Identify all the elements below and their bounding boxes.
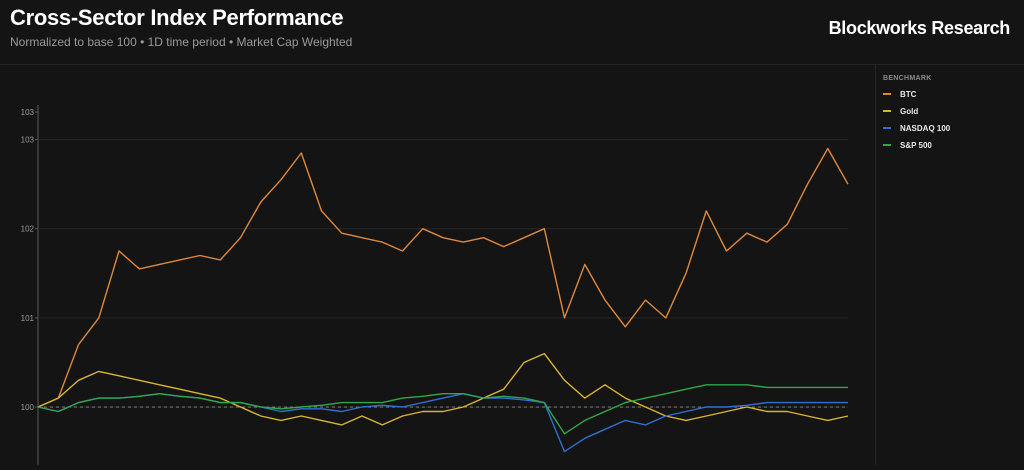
legend-title: BENCHMARK bbox=[883, 75, 932, 82]
legend-swatch-sp-500 bbox=[883, 144, 891, 146]
legend-label-sp-500: S&P 500 bbox=[900, 140, 932, 150]
series-line-gold bbox=[37, 352, 849, 426]
brand-logo-text: Blockworks Research bbox=[828, 18, 1011, 38]
legend-panel: BENCHMARK BTC Gold NASDAQ 100 S&P 500 bbox=[875, 65, 1024, 465]
legend-label-gold: Gold bbox=[900, 106, 919, 116]
chart-subtitle: Normalized to base 100 • 1D time period … bbox=[10, 35, 353, 49]
chart-header: Cross-Sector Index Performance Normalize… bbox=[0, 0, 1024, 65]
y-tick-label: 102 bbox=[21, 225, 35, 234]
legend-swatch-nasdaq-100 bbox=[883, 127, 891, 129]
plot-area: 100 101 102 103 103 bbox=[0, 65, 874, 465]
legend-item-nasdaq-100[interactable]: NASDAQ 100 bbox=[883, 122, 950, 134]
legend-item-gold[interactable]: Gold bbox=[883, 105, 918, 117]
y-tick-label: 101 bbox=[21, 314, 35, 323]
legend-swatch-btc bbox=[883, 93, 891, 95]
y-tick-label: 100 bbox=[21, 403, 35, 412]
legend-label-btc: BTC bbox=[900, 89, 917, 99]
legend-swatch-gold bbox=[883, 110, 891, 112]
legend-label-nasdaq-100: NASDAQ 100 bbox=[900, 123, 951, 133]
y-tick-label: 103 bbox=[21, 108, 35, 117]
chart-title: Cross-Sector Index Performance bbox=[10, 5, 344, 30]
legend-item-sp-500[interactable]: S&P 500 bbox=[883, 139, 932, 151]
y-tick-label: 103 bbox=[21, 136, 35, 145]
series-line-s-p-500 bbox=[37, 384, 848, 435]
series-line-btc bbox=[37, 147, 849, 408]
legend-item-btc[interactable]: BTC bbox=[883, 88, 916, 100]
line-chart: 100 101 102 103 103 bbox=[21, 105, 849, 465]
series-line-nasdaq-100 bbox=[37, 393, 848, 453]
